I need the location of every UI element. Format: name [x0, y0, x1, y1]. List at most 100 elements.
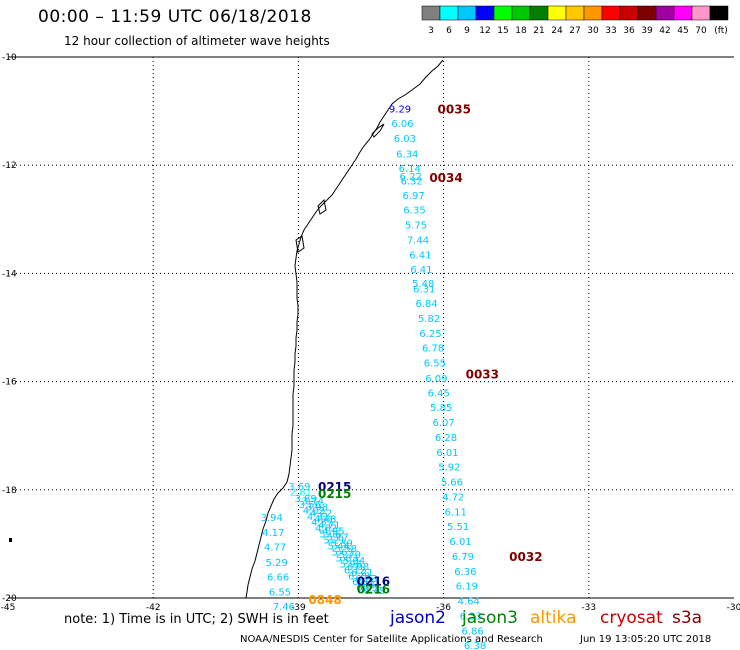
swh-value: 6.97 — [402, 191, 424, 202]
lon-tick-label: -36 — [436, 603, 451, 613]
swh-value-dense: 4.48 — [314, 514, 336, 525]
swh-value: 6.25 — [419, 329, 441, 340]
colorbar-label: 3 — [428, 26, 434, 36]
swh-value-dense: 5.96 — [340, 559, 362, 570]
lon-tick-label: -45 — [1, 603, 16, 613]
swh-value: 2.81 — [290, 487, 312, 498]
map-subtitle: 12 hour collection of altimeter wave hei… — [64, 34, 330, 48]
pass-time-label: 0848 — [308, 593, 341, 607]
colorbar-label: 18 — [515, 26, 527, 36]
colorbar-label: 42 — [659, 26, 670, 36]
lon-tick-label: -42 — [146, 603, 161, 613]
swh-value: 6.78 — [422, 344, 444, 355]
swh-value: 6.31 — [413, 285, 435, 296]
credit-line: NOAA/NESDIS Center for Satellite Applica… — [240, 634, 543, 645]
pass-time-label: 0032 — [509, 550, 542, 564]
satellite-legend-jason2: jason2 — [390, 608, 446, 628]
swh-value-dense: 3.89 — [295, 494, 317, 505]
pass-time-label: 0034 — [429, 171, 462, 185]
swh-value-dense: 4.22 — [310, 509, 332, 520]
swh-value: 6.79 — [452, 552, 474, 563]
swh-value: 5.66 — [441, 478, 463, 489]
swh-value: 6.06 — [391, 119, 413, 130]
swh-value: 6.34 — [396, 149, 418, 160]
colorbar-label: 21 — [533, 26, 544, 36]
swh-value: 3.94 — [261, 513, 283, 524]
lat-tick-label: -10 — [2, 53, 17, 63]
lat-tick-label: -16 — [2, 378, 17, 388]
pass-time-label: 0216 — [357, 582, 390, 596]
colorbar-label: 27 — [569, 26, 580, 36]
pass-time-label: 0215 — [318, 487, 351, 501]
colorbar-label: 33 — [605, 26, 616, 36]
satellite-legend-jason3: jason3 — [462, 608, 518, 628]
lon-tick-label: -33 — [581, 603, 596, 613]
swh-value-dense: 5.44 — [327, 542, 349, 553]
swh-value: 6.33 — [460, 611, 482, 622]
swh-value: 6.55 — [269, 588, 291, 599]
swh-value-dense: 5.21 — [323, 536, 345, 547]
swh-value-dense: 3.98 — [306, 503, 328, 514]
swh-value: 5.51 — [447, 522, 469, 533]
swh-value-dense: 6.43 — [356, 583, 378, 594]
swh-value: 6.66 — [267, 572, 289, 583]
island-marker — [9, 538, 12, 542]
swh-value-dense: 4.57 — [311, 518, 333, 529]
swh-value: 6.01 — [449, 537, 471, 548]
swh-value-dense: 6.37 — [352, 577, 374, 588]
swh-value: 4.72 — [442, 492, 464, 503]
colorbar-label: 30 — [587, 26, 599, 36]
colorbar-label: 24 — [551, 26, 563, 36]
lat-tick-label: -20 — [2, 594, 17, 604]
swh-value-dense: 3.56 — [299, 500, 321, 511]
color-scale-legend: 3 6 9 12 15 18 21 24 27 30 33 36 39 42 45 70 (ft) — [421, 5, 729, 36]
swh-value: 6.55 — [424, 359, 446, 370]
swh-value-dense: 6.33 — [355, 574, 377, 585]
lat-tick-label: -18 — [2, 486, 17, 496]
map-title: 00:00 – 11:59 UTC 06/18/2018 — [38, 7, 312, 27]
swh-value: 5.85 — [430, 403, 452, 414]
swh-value-dense: 5.39 — [331, 538, 353, 549]
swh-value-dense: 4.02 — [303, 506, 325, 517]
swh-value: 5.92 — [438, 463, 460, 474]
colorbar-label: (ft) — [714, 26, 728, 36]
swh-value-dense: 4.95 — [322, 526, 344, 537]
swh-value: 6.86 — [462, 626, 484, 637]
swh-value: 9.29 — [389, 104, 411, 115]
swh-value-dense: 4.31 — [307, 512, 329, 523]
swh-value-dense: 4.82 — [315, 524, 337, 535]
coastline-detail — [295, 235, 305, 253]
satellite-legend-altika: altika — [530, 608, 577, 628]
coastline-detail — [317, 198, 327, 215]
swh-value: 4.77 — [264, 543, 286, 554]
swh-value-dense: 5.67 — [332, 547, 354, 558]
swh-value: 6.07 — [432, 418, 454, 429]
swh-value-dense: 6.08 — [347, 562, 369, 573]
swh-value: 6.41 — [409, 250, 431, 261]
lon-tick-label: -39 — [291, 603, 306, 613]
swh-value: 3.69 — [288, 482, 310, 493]
pass-time-label: 0033 — [466, 367, 499, 381]
lon-tick-label: -30 — [727, 603, 740, 613]
swh-value: 7.46 — [273, 602, 295, 613]
swh-value: 6.35 — [403, 206, 425, 217]
generated-timestamp: Jun 19 13:05:20 UTC 2018 — [580, 634, 712, 645]
swh-value-dense: 6.28 — [348, 571, 370, 582]
swh-value: 6.14 — [399, 164, 421, 175]
satellite-legend-cryosat: cryosat — [600, 608, 663, 628]
swh-value: 5.82 — [418, 314, 440, 325]
colorbar-label: 15 — [497, 26, 508, 36]
swh-value: 5.75 — [405, 221, 427, 232]
satellite-legend-s3a: s3a — [672, 608, 703, 628]
footer-note: note: 1) Time is in UTC; 2) SWH is in fe… — [64, 612, 329, 627]
swh-value-dense: 5.06 — [319, 530, 341, 541]
swh-value: 6.03 — [394, 134, 416, 145]
swh-value: 6.36 — [454, 567, 476, 578]
swh-value-dense: 5.79 — [339, 550, 361, 561]
lat-tick-label: -14 — [2, 269, 17, 279]
swh-value-dense: 5.94 — [343, 556, 365, 567]
swh-value: 6.01 — [436, 448, 458, 459]
swh-value-dense: 5.58 — [335, 544, 357, 555]
pass-time-label: 0215 — [318, 480, 351, 494]
